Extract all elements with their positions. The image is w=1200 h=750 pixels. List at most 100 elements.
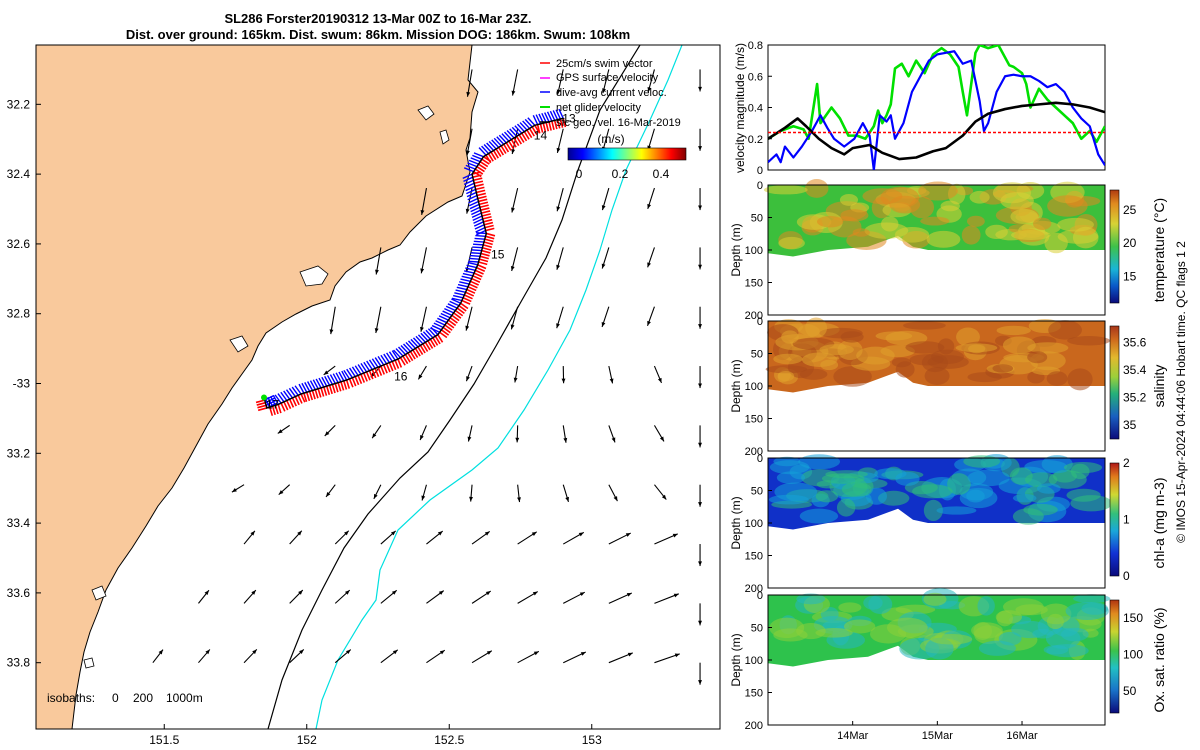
swim-vector <box>462 297 472 303</box>
swim-vector <box>481 210 491 214</box>
section-patch <box>1044 232 1068 254</box>
swim-vector <box>280 402 286 412</box>
section-patch <box>1067 335 1111 346</box>
swim-vector <box>497 146 505 156</box>
swim-vector <box>478 261 488 266</box>
isobath-200m <box>267 45 641 729</box>
geo-velocity-arrow <box>334 530 350 545</box>
swim-vector <box>429 338 436 348</box>
dive-avg-current-vector <box>326 375 334 385</box>
swim-vector <box>523 131 530 140</box>
swim-vector <box>477 264 487 270</box>
swim-vector <box>453 312 462 319</box>
section-patch <box>776 471 806 484</box>
section-patch <box>1015 604 1048 616</box>
geo-velocity-arrow <box>653 425 665 442</box>
section-patch <box>1010 208 1039 225</box>
map-ytick-label: 32.6 <box>7 237 31 251</box>
swim-vector <box>317 388 322 398</box>
section-patch <box>805 317 828 339</box>
geo-velocity-arrow <box>152 649 164 664</box>
geo-velocity-arrow <box>380 649 399 664</box>
section-patch <box>1043 645 1069 655</box>
section-patch <box>796 622 826 640</box>
swim-vector <box>404 354 411 363</box>
geo-velocity-arrow <box>289 589 304 604</box>
dive-avg-current-vector <box>555 109 562 120</box>
swim-vector <box>451 314 460 322</box>
swim-vector <box>340 381 345 391</box>
dive-avg-current-vector <box>461 275 472 280</box>
dive-avg-current-vector <box>488 140 497 150</box>
sfc-geo-velocity-line <box>768 101 1105 161</box>
dive-avg-current-vector <box>417 334 426 343</box>
section-patch <box>923 499 943 521</box>
section-patch <box>1002 336 1036 354</box>
swim-vector <box>471 277 481 283</box>
legend-gps-velocity: GPS surface velocity <box>556 72 659 84</box>
dive-avg-current-vector <box>433 322 444 329</box>
dive-avg-current-vector <box>532 115 539 125</box>
geo-velocity-arrow <box>563 651 587 664</box>
swim-vector <box>325 385 331 395</box>
swim-vector <box>466 288 476 294</box>
geo-velocity-arrow <box>420 306 427 332</box>
swim-vector <box>481 158 490 165</box>
geo-velocity-arrow <box>198 649 211 664</box>
swim-vector <box>473 177 483 182</box>
section-patch <box>1048 320 1082 340</box>
section-xtick-label: 15Mar <box>922 730 954 742</box>
section-patch <box>777 370 795 382</box>
credit-text: © IMOS 15-Apr-2024 04:44:06 Hobart time.… <box>1174 241 1188 543</box>
section-patch <box>909 196 935 219</box>
dive-avg-current-vector <box>435 320 446 326</box>
geo-velocity-arrow <box>608 532 632 545</box>
geo-velocity-arrow <box>698 425 702 448</box>
swim-vector <box>485 227 495 232</box>
dive-avg-current-vector <box>552 110 559 120</box>
geo-velocity-arrow <box>324 424 336 437</box>
geo-velocity-arrow <box>517 531 538 545</box>
dive-avg-current-vector <box>469 257 480 260</box>
dive-avg-current-vector <box>354 365 362 375</box>
dive-avg-current-vector <box>438 315 449 321</box>
map-ytick-label: 33.6 <box>7 586 31 600</box>
geo-velocity-arrow <box>420 187 427 215</box>
swim-vector <box>360 373 366 383</box>
geo-velocity-arrow <box>380 589 398 604</box>
map-ytick-label: 32.4 <box>7 167 31 181</box>
dive-avg-current-vector <box>437 317 447 324</box>
swim-vector <box>449 317 458 324</box>
dive-avg-current-vector <box>471 212 482 219</box>
map-ytick-label: 33.8 <box>7 656 31 670</box>
dive-avg-current-vector <box>341 370 348 381</box>
track-line <box>263 117 564 409</box>
section-ytick-label: 200 <box>745 446 763 458</box>
geo-velocity-arrow <box>231 484 245 493</box>
geo-velocity-arrow <box>243 530 256 545</box>
geo-velocity-arrow <box>517 591 539 604</box>
geo-velocity-arrow <box>289 649 305 664</box>
section-patch <box>798 454 841 470</box>
swim-vector <box>474 269 484 275</box>
swim-vector <box>562 118 567 128</box>
swim-vector <box>539 123 544 133</box>
dive-avg-current-vector <box>472 246 483 249</box>
swim-vector <box>478 198 488 203</box>
day-label: 15 <box>491 247 505 261</box>
section-ylabel: Depth (m) <box>729 496 743 549</box>
swim-vector <box>481 213 491 217</box>
colorbar-tick-label: 15 <box>1123 269 1137 283</box>
dive-avg-current-vector <box>265 400 276 406</box>
swim-vector <box>480 252 490 257</box>
dive-avg-current-vector <box>377 356 385 366</box>
map-ytick-label: 32.8 <box>7 307 31 321</box>
section-patch <box>966 215 985 227</box>
section-patch <box>863 595 883 610</box>
section-patch <box>804 178 829 198</box>
swim-vector <box>337 382 342 392</box>
title-line-2: Dist. over ground: 165km. Dist. swum: 86… <box>126 27 630 42</box>
swim-vector <box>473 272 483 278</box>
geo-velocity-arrow <box>515 425 520 443</box>
geo-velocity-arrow <box>608 484 618 502</box>
